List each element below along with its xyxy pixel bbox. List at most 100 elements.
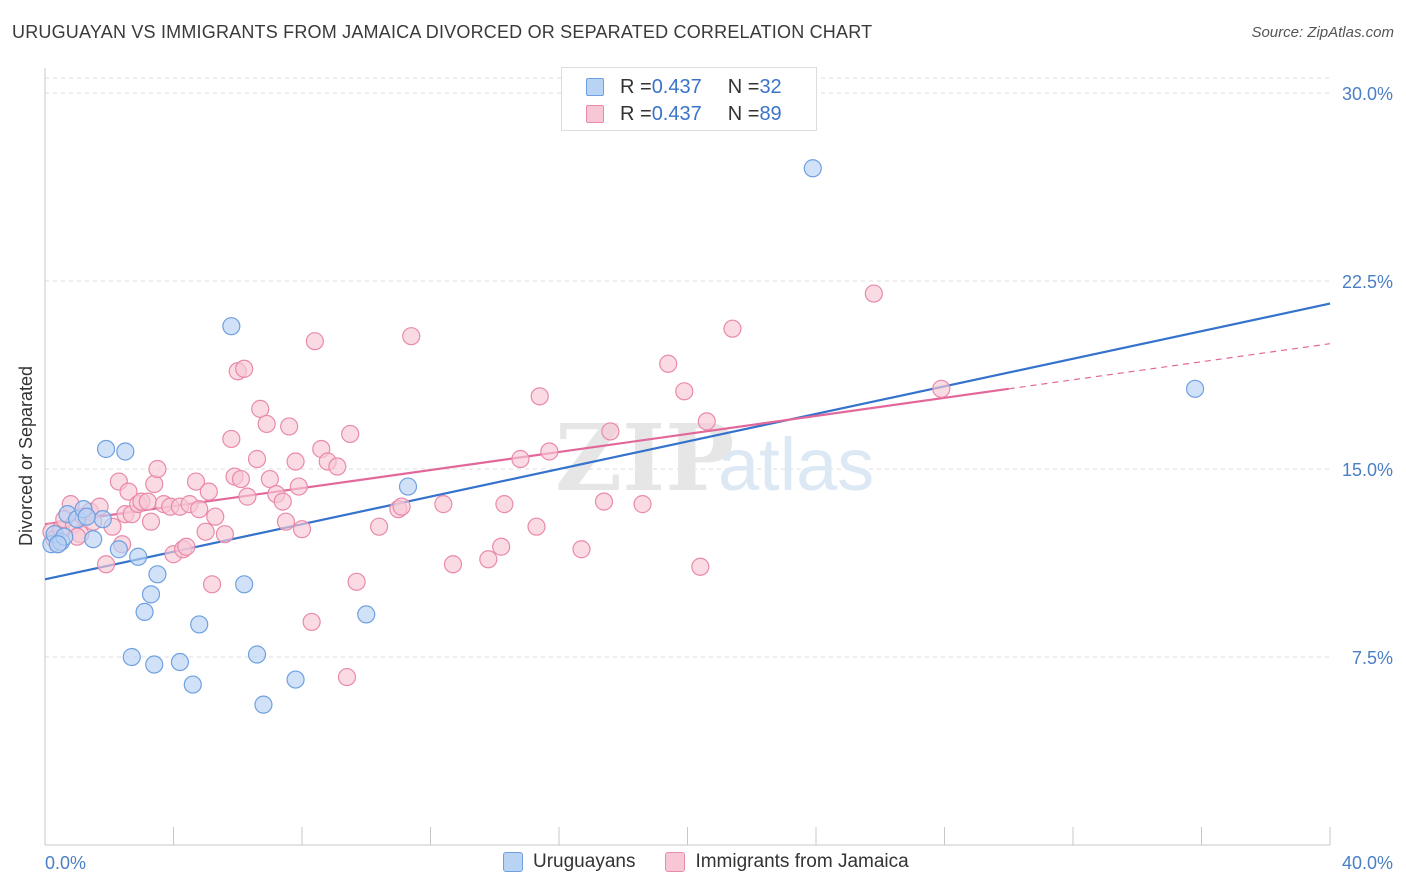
- point-jamaica: [347, 572, 366, 591]
- point-uruguayans: [77, 507, 96, 526]
- trend-line-uruguayans: [44, 302, 1331, 581]
- point-jamaica: [633, 495, 652, 514]
- point-jamaica: [215, 525, 234, 544]
- point-jamaica: [206, 507, 225, 526]
- point-uruguayans: [129, 547, 148, 566]
- point-jamaica: [675, 382, 694, 401]
- point-jamaica: [540, 442, 559, 461]
- bottom-legend-swatch-pink: [665, 852, 686, 872]
- point-jamaica: [280, 417, 299, 436]
- bottom-legend-label: Uruguayans: [533, 851, 636, 872]
- bottom-legend-swatch-blue: [503, 852, 523, 872]
- point-jamaica: [370, 517, 389, 536]
- point-jamaica: [273, 492, 292, 511]
- legend-r-label: R =: [620, 75, 652, 98]
- point-uruguayans: [286, 670, 305, 689]
- legend-row-jamaica: R = 0.437 N = 89: [586, 102, 782, 126]
- y-tick-label: 30.0%: [1342, 84, 1393, 104]
- point-jamaica: [186, 472, 206, 491]
- point-jamaica: [289, 477, 308, 496]
- point-jamaica: [292, 520, 312, 539]
- point-jamaica: [337, 667, 357, 687]
- point-jamaica: [260, 469, 279, 489]
- point-jamaica: [495, 495, 514, 514]
- point-jamaica: [222, 429, 241, 449]
- point-jamaica: [341, 424, 360, 444]
- point-jamaica: [231, 469, 251, 489]
- point-jamaica: [96, 555, 116, 574]
- point-uruguayans: [48, 535, 67, 554]
- point-uruguayans: [141, 585, 161, 604]
- bottom-legend-label: Immigrants from Jamaica: [695, 851, 909, 872]
- point-uruguayans: [235, 575, 254, 594]
- point-jamaica: [572, 540, 591, 559]
- watermark: ZIP atlas: [555, 404, 874, 512]
- watermark-atlas: atlas: [718, 423, 874, 506]
- y-tick-label: 15.0%: [1342, 460, 1393, 480]
- axes: [44, 68, 1331, 846]
- point-uruguayans: [170, 652, 190, 672]
- point-uruguayans: [803, 159, 822, 178]
- x-tick-label: 0.0%: [45, 853, 86, 873]
- y-axis-title: Divorced or Separated: [16, 366, 36, 546]
- legend-row-uruguayans: R = 0.437 N = 32: [586, 75, 782, 99]
- point-uruguayans: [183, 675, 202, 694]
- point-uruguayans: [135, 602, 154, 622]
- legend-swatch-pink: [586, 105, 604, 123]
- point-jamaica: [443, 555, 463, 574]
- point-jamaica: [190, 500, 209, 519]
- point-jamaica: [251, 399, 270, 418]
- legend-r-value: 0.437: [651, 75, 702, 98]
- point-uruguayans: [357, 605, 376, 624]
- point-jamaica: [276, 512, 296, 531]
- legend-swatch-blue: [586, 78, 604, 96]
- chart-title: URUGUAYAN VS IMMIGRANTS FROM JAMAICA DIV…: [12, 22, 873, 42]
- point-jamaica: [141, 512, 161, 531]
- point-jamaica: [479, 550, 498, 569]
- point-uruguayans: [145, 655, 164, 674]
- data-points: [42, 159, 1205, 714]
- point-jamaica: [434, 495, 453, 514]
- point-jamaica: [257, 414, 276, 434]
- point-uruguayans: [148, 565, 167, 584]
- y-tick-label: 22.5%: [1342, 272, 1393, 292]
- point-jamaica: [601, 422, 620, 441]
- point-jamaica: [302, 612, 321, 632]
- trend-line-jamaica-extrapolated: [1008, 343, 1331, 390]
- point-jamaica: [177, 537, 196, 556]
- point-jamaica: [328, 457, 347, 476]
- point-jamaica: [238, 487, 257, 506]
- point-uruguayans: [96, 439, 116, 459]
- point-jamaica: [697, 412, 716, 431]
- point-uruguayans: [84, 530, 103, 549]
- point-uruguayans: [93, 510, 112, 529]
- x-tick-label: 40.0%: [1342, 853, 1393, 873]
- point-uruguayans: [109, 540, 128, 559]
- point-jamaica: [402, 327, 421, 346]
- point-uruguayans: [222, 317, 241, 336]
- point-jamaica: [659, 354, 678, 373]
- point-jamaica: [530, 387, 549, 406]
- point-jamaica: [527, 517, 546, 536]
- legend-r-value: 0.437: [651, 102, 702, 125]
- tick-labels: 7.5% 15.0% 22.5% 30.0% 0.0% 40.0%: [45, 84, 1393, 873]
- point-jamaica: [594, 492, 614, 511]
- legend-n-value: 32: [759, 75, 782, 98]
- point-jamaica: [196, 522, 215, 541]
- point-uruguayans: [190, 615, 209, 634]
- point-uruguayans: [1185, 379, 1205, 398]
- point-jamaica: [202, 575, 222, 594]
- legend-r-label: R =: [620, 102, 652, 125]
- y-tick-label: 7.5%: [1352, 648, 1393, 668]
- point-uruguayans: [122, 647, 141, 667]
- point-jamaica: [691, 557, 710, 576]
- point-jamaica: [286, 452, 305, 471]
- point-jamaica: [511, 449, 530, 469]
- point-uruguayans: [247, 645, 267, 664]
- bottom-legend: Uruguayans Immigrants from Jamaica: [503, 851, 939, 873]
- source-label: Source: ZipAtlas.com: [1251, 24, 1394, 41]
- point-jamaica: [199, 482, 218, 501]
- bottom-legend-uruguayans: Uruguayans: [503, 851, 635, 873]
- bottom-legend-jamaica: Immigrants from Jamaica: [665, 851, 909, 873]
